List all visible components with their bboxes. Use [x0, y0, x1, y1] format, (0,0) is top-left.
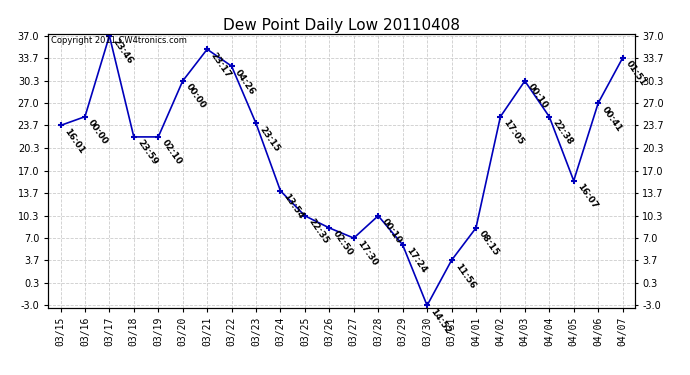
Text: 04:26: 04:26	[233, 68, 257, 96]
Text: 02:50: 02:50	[331, 230, 355, 258]
Text: 08:15: 08:15	[477, 230, 501, 258]
Text: 00:10: 00:10	[380, 217, 403, 246]
Text: 22:38: 22:38	[551, 118, 575, 147]
Text: Copyright 2011 CW4tronics.com: Copyright 2011 CW4tronics.com	[51, 36, 187, 45]
Text: 00:41: 00:41	[600, 105, 623, 133]
Title: Dew Point Daily Low 20110408: Dew Point Daily Low 20110408	[223, 18, 460, 33]
Text: 17:24: 17:24	[404, 246, 428, 275]
Text: 23:59: 23:59	[135, 138, 159, 167]
Text: 23:46: 23:46	[111, 37, 135, 66]
Text: 00:00: 00:00	[184, 82, 208, 111]
Text: 17:05: 17:05	[502, 118, 526, 147]
Text: 13:54: 13:54	[282, 192, 306, 221]
Text: 22:35: 22:35	[306, 217, 330, 246]
Text: 23:17: 23:17	[208, 51, 233, 80]
Text: 00:00: 00:00	[86, 118, 110, 146]
Text: 16:01: 16:01	[62, 127, 86, 155]
Text: 17:30: 17:30	[355, 240, 379, 268]
Text: 01:51: 01:51	[624, 59, 648, 88]
Text: 16:07: 16:07	[575, 182, 599, 211]
Text: 00:10: 00:10	[526, 82, 550, 111]
Text: 14:52: 14:52	[428, 307, 453, 336]
Text: 11:56: 11:56	[453, 262, 477, 290]
Text: 02:10: 02:10	[159, 138, 184, 167]
Text: 23:15: 23:15	[257, 125, 282, 153]
